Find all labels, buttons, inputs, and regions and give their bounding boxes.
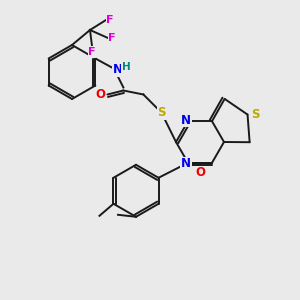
- Text: H: H: [122, 62, 131, 73]
- Text: N: N: [112, 63, 122, 76]
- Text: F: F: [88, 47, 96, 57]
- Text: F: F: [106, 15, 114, 25]
- Text: F: F: [108, 33, 116, 43]
- Text: N: N: [181, 157, 191, 170]
- Text: O: O: [95, 88, 105, 101]
- Text: S: S: [157, 106, 166, 119]
- Text: O: O: [195, 166, 205, 179]
- Text: N: N: [181, 114, 191, 127]
- Text: S: S: [251, 108, 260, 121]
